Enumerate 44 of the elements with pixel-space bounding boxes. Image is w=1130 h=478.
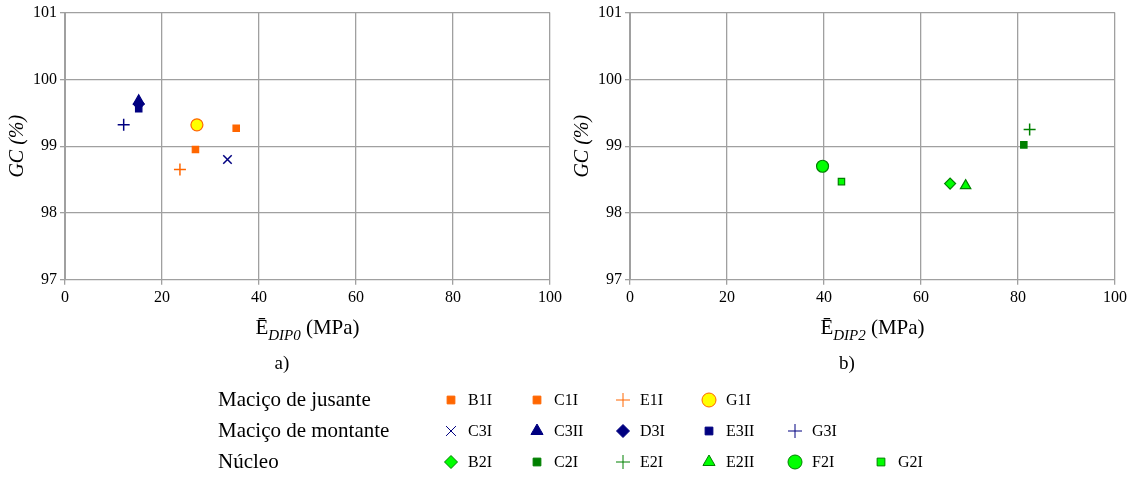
x-tick-label: 0 bbox=[626, 287, 634, 305]
legend-label: D3I bbox=[640, 421, 665, 440]
x-tick-label: 100 bbox=[538, 287, 562, 305]
text: Maciço de jusante bbox=[218, 387, 372, 412]
y-axis-title: GC (%) bbox=[5, 114, 29, 178]
x-tick-label: 100 bbox=[1103, 287, 1127, 305]
text: b) bbox=[839, 352, 855, 374]
legend-label: E2II bbox=[726, 452, 755, 471]
x-tick-label: 20 bbox=[719, 287, 735, 305]
x-tick-label: 80 bbox=[1010, 287, 1026, 305]
legend-label: G2I bbox=[898, 452, 923, 471]
legend-label: C3II bbox=[554, 421, 584, 440]
x-tick-label: 80 bbox=[445, 287, 461, 305]
legend-label: C1I bbox=[554, 390, 578, 409]
y-tick-label: 97 bbox=[41, 270, 57, 287]
legend-label: E2I bbox=[640, 452, 664, 471]
legend-label: B2I bbox=[468, 452, 492, 471]
y-tick-label: 101 bbox=[598, 2, 622, 20]
y-tick-label: 99 bbox=[606, 136, 622, 154]
x-tick-label: 0 bbox=[61, 287, 69, 305]
x-tick-label: 60 bbox=[913, 287, 929, 305]
legend-label: G1I bbox=[726, 390, 751, 409]
text: Núcleo bbox=[218, 449, 280, 474]
x-tick-label: 20 bbox=[154, 287, 170, 305]
y-tick-label: 98 bbox=[606, 203, 622, 221]
legend-label: E3II bbox=[726, 421, 755, 440]
text: a) bbox=[274, 352, 290, 374]
text: Maciço de montante bbox=[218, 418, 391, 443]
y-tick-label: 99 bbox=[41, 136, 57, 154]
legend-label: C3I bbox=[468, 421, 492, 440]
y-tick-label: 101 bbox=[33, 2, 57, 20]
y-tick-label: 100 bbox=[33, 69, 57, 87]
legend-label: C2I bbox=[554, 452, 578, 471]
x-tick-label: 40 bbox=[816, 287, 832, 305]
legend-label: F2I bbox=[812, 452, 835, 471]
legend-label: B1I bbox=[468, 390, 492, 409]
y-axis-title: GC (%) bbox=[570, 114, 594, 178]
y-tick-label: 97 bbox=[606, 270, 622, 287]
legend-label: E1I bbox=[640, 390, 664, 409]
x-tick-label: 60 bbox=[348, 287, 364, 305]
x-tick-label: 40 bbox=[251, 287, 267, 305]
legend-label: G3I bbox=[812, 421, 837, 440]
y-tick-label: 98 bbox=[41, 203, 57, 221]
y-tick-label: 100 bbox=[598, 69, 622, 87]
